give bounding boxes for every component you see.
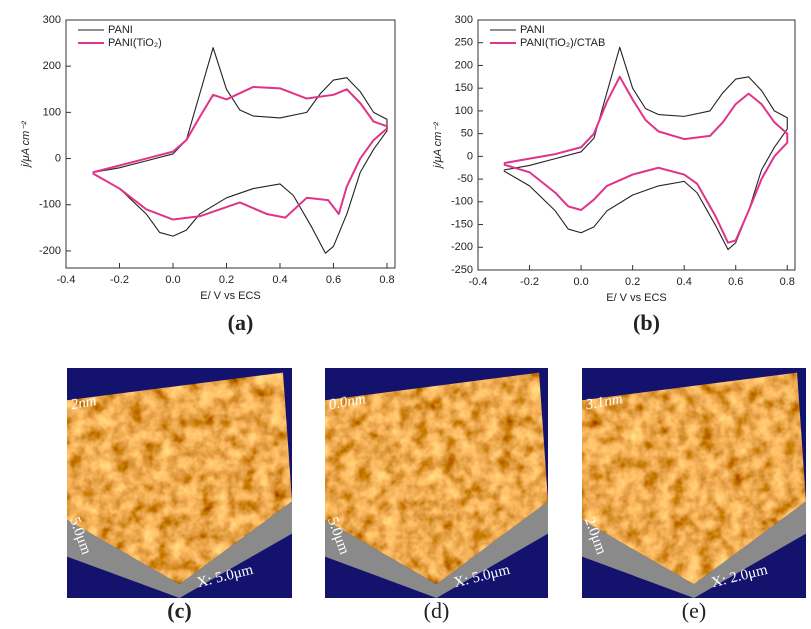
cv-curve bbox=[93, 48, 387, 254]
y-tick-label: 0 bbox=[55, 152, 61, 164]
x-tick-label: 0.2 bbox=[625, 276, 640, 288]
plot-frame bbox=[66, 20, 395, 268]
y-tick-label: -200 bbox=[39, 245, 61, 257]
y-tick-label: 100 bbox=[43, 106, 61, 118]
legend-label: PANI(TiO₂)/CTAB bbox=[520, 37, 605, 49]
x-tick-label: 0.0 bbox=[165, 274, 180, 286]
y-tick-label: -250 bbox=[451, 264, 473, 276]
y-tick-label: -100 bbox=[39, 199, 61, 211]
y-tick-label: 200 bbox=[455, 59, 473, 71]
y-tick-label: -150 bbox=[451, 218, 473, 230]
y-axis-label: j/μA cm⁻² bbox=[432, 122, 444, 170]
cv-curve bbox=[504, 77, 787, 243]
legend-label: PANI bbox=[520, 24, 545, 36]
panel-caption: (a) bbox=[228, 310, 254, 335]
y-tick-label: 50 bbox=[461, 128, 473, 140]
panel-caption: (c) bbox=[167, 598, 191, 623]
x-tick-label: 0.6 bbox=[728, 276, 743, 288]
panel-caption: (d) bbox=[424, 598, 450, 623]
panel-caption: (b) bbox=[633, 310, 660, 335]
y-tick-label: 0 bbox=[467, 150, 473, 162]
y-tick-label: 300 bbox=[455, 14, 473, 26]
y-tick-label: 200 bbox=[43, 60, 61, 72]
y-tick-label: 250 bbox=[455, 37, 473, 49]
x-tick-label: -0.4 bbox=[57, 274, 76, 286]
y-tick-label: -100 bbox=[451, 196, 473, 208]
x-tick-label: 0.2 bbox=[219, 274, 234, 286]
y-axis-label: j/μA cm⁻² bbox=[20, 121, 32, 169]
y-tick-label: 100 bbox=[455, 105, 473, 117]
y-tick-label: 300 bbox=[43, 14, 61, 26]
panel-caption: (e) bbox=[682, 598, 706, 623]
x-tick-label: 0.0 bbox=[573, 276, 588, 288]
plot-frame bbox=[478, 20, 795, 270]
legend-label: PANI(TiO₂) bbox=[108, 37, 162, 49]
x-tick-label: -0.2 bbox=[110, 274, 129, 286]
y-tick-label: 150 bbox=[455, 82, 473, 94]
x-tick-label: 0.8 bbox=[780, 276, 795, 288]
x-axis-label: E/ V vs ECS bbox=[200, 290, 261, 302]
x-tick-label: 0.8 bbox=[379, 274, 394, 286]
x-tick-label: 0.6 bbox=[326, 274, 341, 286]
y-tick-label: -50 bbox=[457, 173, 473, 185]
y-tick-label: -200 bbox=[451, 241, 473, 253]
x-tick-label: 0.4 bbox=[272, 274, 287, 286]
cv-curve bbox=[93, 87, 387, 220]
x-tick-label: -0.2 bbox=[520, 276, 539, 288]
legend-label: PANI bbox=[108, 24, 133, 36]
x-axis-label: E/ V vs ECS bbox=[606, 292, 667, 304]
figure: -0.4 -0.2 0.0 0.2 0.4 0.6 0.8 -200 -100 0 100 200 30… bbox=[0, 0, 811, 629]
x-tick-label: 0.4 bbox=[677, 276, 692, 288]
x-tick-label: -0.4 bbox=[469, 276, 488, 288]
